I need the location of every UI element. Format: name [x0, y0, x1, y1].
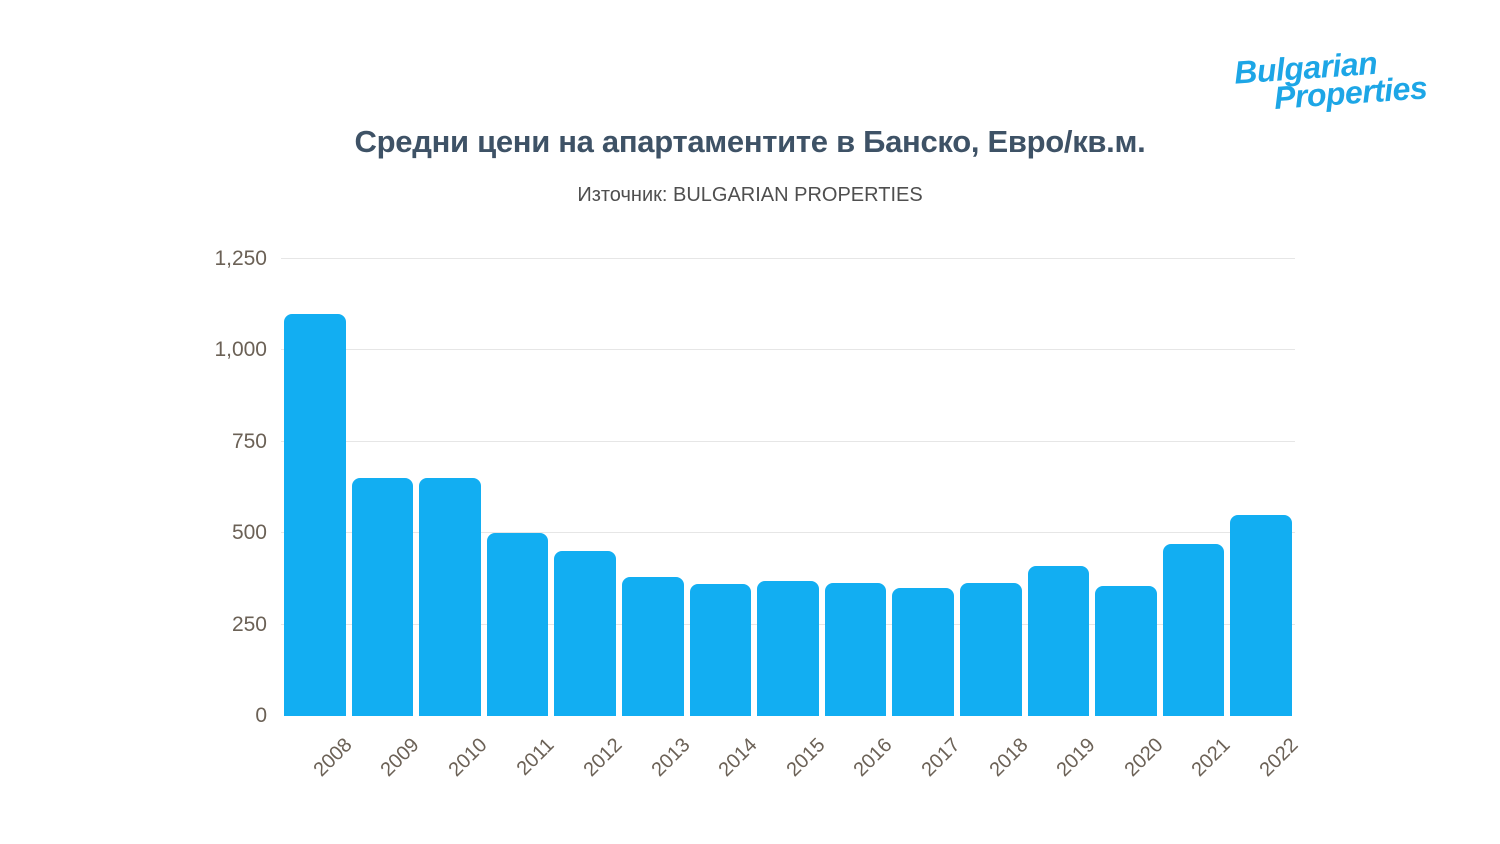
x-tick-label: 2015 — [782, 734, 830, 782]
bar-2010 — [419, 478, 481, 716]
x-tick-label: 2017 — [917, 734, 965, 782]
y-tick-label: 750 — [231, 429, 267, 453]
gridline — [281, 258, 1295, 259]
x-slot: 2020 — [1092, 716, 1167, 816]
chart-title: Средни цени на апартаментите в Банско, Е… — [354, 124, 1146, 159]
y-tick-label: 1,000 — [214, 338, 267, 362]
x-tick-label: 2012 — [579, 734, 627, 782]
x-tick-label: 2009 — [376, 734, 424, 782]
bar-2009 — [351, 478, 414, 716]
bar-slot — [822, 259, 890, 716]
x-axis: 2008 2009 2010 2011 2012 2013 2014 2015 2016 2017… — [281, 716, 1302, 816]
x-tick-label: 2008 — [309, 734, 357, 782]
y-tick-label: 0 — [255, 704, 267, 727]
bar-slot — [1025, 259, 1093, 716]
x-slot: 2010 — [416, 716, 491, 816]
x-tick-label: 2011 — [512, 734, 559, 780]
x-slot: 2014 — [687, 716, 762, 816]
bar-slot — [281, 259, 349, 716]
bar-2020 — [1095, 586, 1157, 716]
x-slot: 2013 — [619, 716, 694, 816]
x-slot: 2017 — [889, 716, 964, 816]
bar-2013 — [621, 577, 684, 716]
bar-2017 — [892, 588, 954, 716]
bar-slot — [1092, 259, 1160, 716]
bar-slot — [889, 259, 957, 716]
bars-container — [281, 259, 1295, 716]
bar-2022 — [1230, 514, 1292, 716]
x-slot: 2022 — [1227, 716, 1302, 816]
x-slot: 2021 — [1160, 716, 1235, 816]
x-tick-label: 2022 — [1255, 734, 1303, 782]
x-slot: 2012 — [551, 716, 627, 816]
x-tick-label: 2010 — [444, 734, 492, 782]
bar-2011 — [486, 533, 549, 716]
x-slot: 2015 — [754, 716, 829, 816]
bar-slot — [1160, 259, 1228, 716]
bar-slot — [551, 259, 619, 716]
bulgarian-properties-logo: Bulgarian Properties — [1233, 43, 1428, 116]
x-tick-label: 2013 — [647, 734, 695, 782]
y-tick-label: 500 — [231, 521, 267, 545]
x-tick-label: 2020 — [1120, 734, 1168, 782]
bar-2008 — [284, 313, 346, 716]
bar-slot — [754, 259, 822, 716]
x-slot: 2008 — [281, 716, 356, 816]
logo-line-2: Properties — [1272, 69, 1428, 116]
bar-2012 — [554, 551, 616, 716]
x-tick-label: 2019 — [1052, 734, 1100, 782]
bar-2018 — [959, 582, 1022, 716]
y-tick-label: 1,250 — [214, 247, 267, 270]
plot-area: 0 250 500 750 1,000 1,250 2008 2009 2010 2011 201… — [214, 247, 1302, 781]
bar-2021 — [1162, 544, 1225, 716]
bar-slot — [416, 259, 484, 716]
bar-slot — [619, 259, 687, 716]
gridline — [281, 532, 1295, 534]
bar-slot — [349, 259, 417, 716]
bar-2019 — [1027, 566, 1090, 716]
x-slot: 2009 — [349, 716, 424, 816]
bar-slot — [957, 259, 1025, 716]
bar-slot — [687, 259, 755, 716]
x-slot: 2018 — [957, 716, 1032, 816]
bar-2014 — [689, 584, 752, 716]
x-slot: 2016 — [822, 716, 897, 816]
chart-subtitle: Източник: BULGARIAN PROPERTIES — [577, 184, 923, 206]
bar-slot — [1227, 259, 1295, 716]
x-tick-label: 2014 — [714, 734, 762, 782]
bar-2016 — [824, 582, 887, 716]
bar-2015 — [757, 580, 819, 716]
gridline — [281, 349, 1295, 351]
x-slot: 2019 — [1025, 716, 1100, 816]
x-tick-label: 2018 — [985, 734, 1033, 782]
bar-slot — [484, 259, 552, 716]
y-tick-label: 250 — [231, 612, 267, 636]
gridline — [281, 440, 1295, 442]
x-tick-label: 2016 — [849, 734, 897, 782]
x-tick-label: 2021 — [1187, 734, 1235, 782]
x-slot: 2011 — [484, 716, 559, 816]
